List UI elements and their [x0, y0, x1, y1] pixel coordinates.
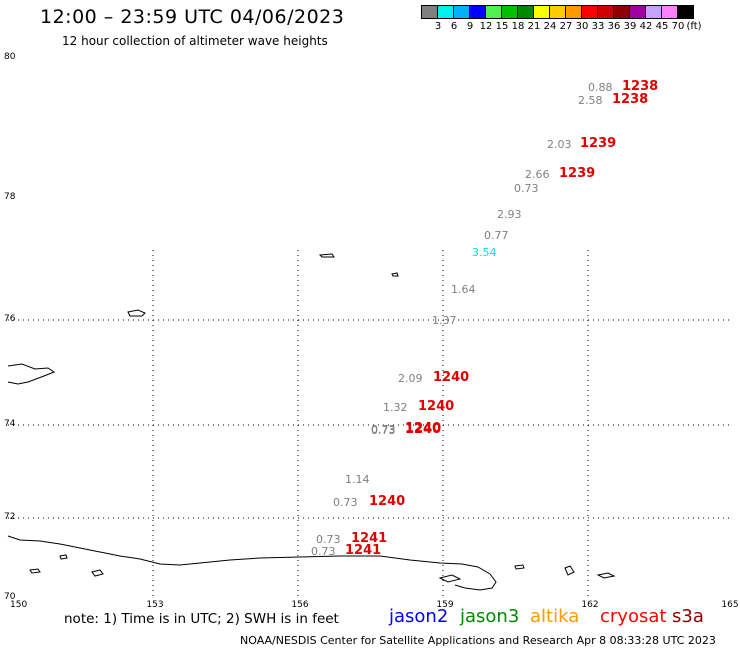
islet-2 [318, 253, 335, 258]
lat-label: 72 [4, 512, 16, 522]
lat-label: 70 [4, 592, 16, 602]
obs-time: 1239 [559, 166, 596, 181]
legend-tick: 12 [479, 21, 493, 32]
lat-lon-grid [8, 250, 733, 598]
legend-tick: 9 [466, 21, 474, 32]
obs-time: 1240 [405, 421, 442, 436]
swh-value: 0.77 [484, 229, 509, 242]
lon-label: 165 [721, 600, 739, 610]
swh-value: 0.73 [371, 423, 396, 436]
islet-7 [91, 569, 104, 577]
satellite-label: jason2 [389, 606, 449, 627]
swh-value: 2.09 [398, 372, 423, 385]
swh-value: 2.66 [525, 168, 550, 181]
swh-value: 0.73 [316, 533, 341, 546]
legend-tick: 39 [623, 21, 637, 32]
islet-8 [514, 564, 525, 570]
lon-label: 156 [291, 600, 309, 610]
legend-tick: (ft) [686, 21, 702, 32]
siberian-coast [7, 535, 497, 591]
islet-3 [391, 272, 399, 277]
swh-value: 1.64 [451, 283, 476, 296]
lat-label: 78 [4, 192, 16, 202]
obs-time: 1240 [405, 422, 442, 437]
legend-tick: 30 [575, 21, 589, 32]
obs-time: 1238 [612, 92, 649, 107]
legend-tick: 42 [639, 21, 653, 32]
swh-value: 3.54 [472, 246, 497, 259]
swh-value: 0.73 [333, 496, 358, 509]
credit-line: NOAA/NESDIS Center for Satellite Applica… [240, 634, 716, 647]
swh-value: 1.37 [432, 314, 457, 327]
legend-swatches [421, 5, 694, 19]
swh-value: 1.14 [345, 473, 370, 486]
legend-tick: 24 [543, 21, 557, 32]
obs-time: 1241 [351, 531, 388, 546]
lat-label: 74 [4, 419, 16, 429]
lon-label: 153 [146, 600, 164, 610]
swh-value: 2.93 [497, 208, 522, 221]
islet-1 [127, 309, 146, 317]
swh-value: 2.03 [547, 138, 572, 151]
map-title: 12:00 – 23:59 UTC 04/06/2023 [40, 6, 345, 28]
obs-time: 1240 [433, 370, 470, 385]
satellite-label: s3a [672, 606, 704, 627]
islet-6 [29, 568, 41, 574]
bear-island-left [7, 363, 56, 385]
legend-tick: 21 [527, 21, 541, 32]
obs-time: 1239 [580, 136, 617, 151]
swh-value: 0.73 [311, 545, 336, 558]
coastline [7, 253, 616, 591]
obs-time: 1238 [622, 79, 659, 94]
satellite-label: cryosat [600, 606, 667, 627]
legend-swatch [677, 5, 694, 19]
islet-10 [59, 554, 68, 560]
legend-tick: 33 [591, 21, 605, 32]
legend-tick: 15 [495, 21, 509, 32]
lat-label: 76 [4, 314, 16, 324]
lon-label: 150 [10, 600, 28, 610]
swh-value: 0.73 [514, 182, 539, 195]
islet-5 [438, 574, 462, 583]
legend-tick: 70 [671, 21, 685, 32]
legend-tick: 18 [511, 21, 525, 32]
islet-9 [564, 565, 575, 576]
legend-tick: 3 [434, 21, 442, 32]
note-text: note: 1) Time is in UTC; 2) SWH is in fe… [64, 611, 339, 627]
swh-value: 2.58 [578, 94, 603, 107]
islet-4 [596, 572, 616, 579]
lon-label: 162 [581, 600, 599, 610]
legend-tick: 36 [607, 21, 621, 32]
legend-tick: 6 [450, 21, 458, 32]
swh-value: 0.73 [371, 424, 396, 437]
legend-tick: 45 [655, 21, 669, 32]
obs-time: 1241 [345, 543, 382, 558]
swh-value: 1.32 [383, 401, 408, 414]
color-legend: 3 6 9 12 15 18 21 24 27 30 33 36 39 42 45 70 (ft) [421, 5, 702, 33]
map-subtitle: 12 hour collection of altimeter wave hei… [62, 34, 328, 48]
satellite-label: jason3 [460, 606, 520, 627]
lon-label: 159 [436, 600, 454, 610]
swh-value: 0.88 [588, 81, 613, 94]
lat-label: 80 [4, 52, 16, 62]
legend-ticks: 3 6 9 12 15 18 21 24 27 30 33 36 39 42 45 70 (ft) [422, 19, 702, 33]
obs-time: 1240 [369, 494, 406, 509]
legend-tick: 27 [559, 21, 573, 32]
satellite-label: altika [530, 606, 580, 627]
obs-time: 1240 [418, 399, 455, 414]
